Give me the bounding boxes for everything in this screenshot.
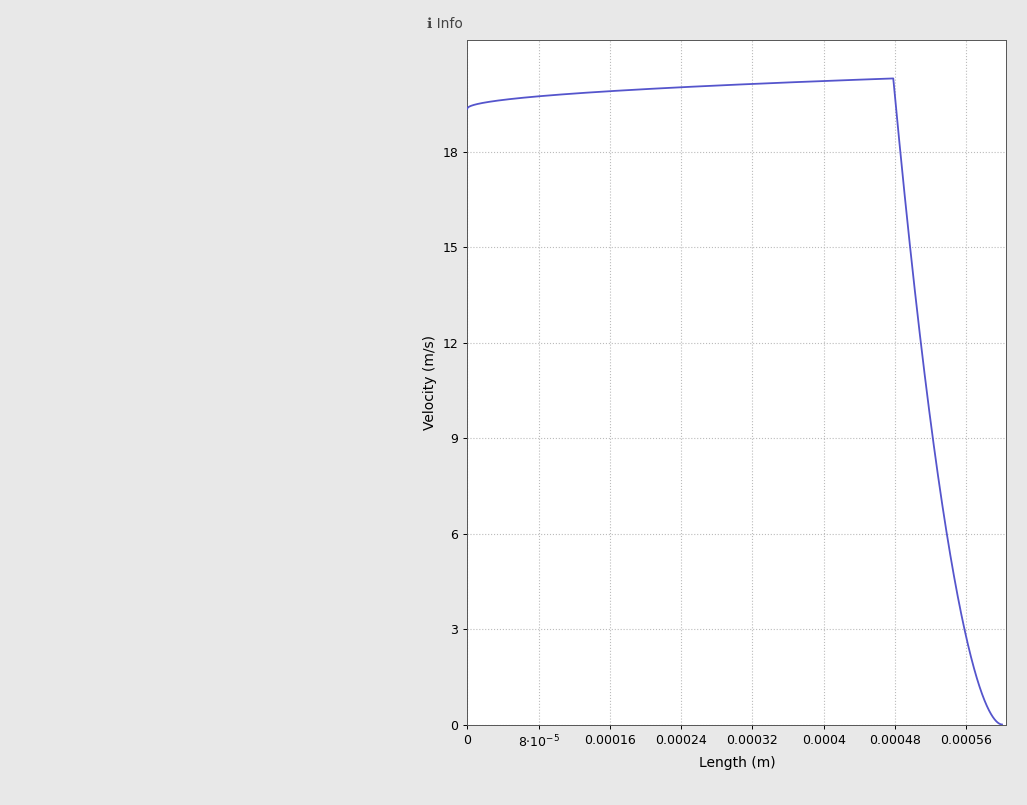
Y-axis label: Velocity (m/s): Velocity (m/s) bbox=[423, 335, 436, 430]
X-axis label: Length (m): Length (m) bbox=[698, 756, 775, 770]
Text: ℹ Info: ℹ Info bbox=[427, 17, 463, 31]
